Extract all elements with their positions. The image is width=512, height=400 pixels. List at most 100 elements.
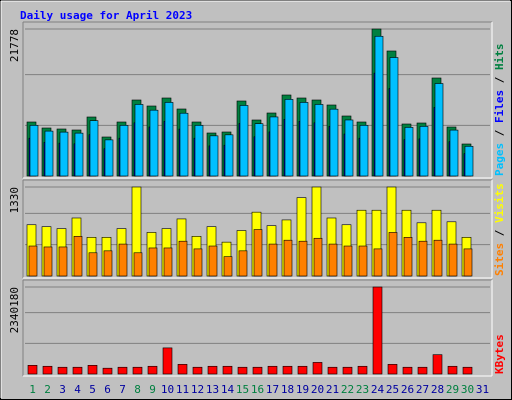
legend: Pages / Files / Hits — [493, 44, 506, 177]
x-tick-label: 28 — [431, 383, 444, 396]
bar — [134, 104, 144, 177]
bar — [388, 232, 398, 277]
x-tick-label: 31 — [476, 383, 489, 396]
bar — [193, 248, 203, 277]
x-tick-label: 3 — [59, 383, 66, 396]
x-tick-label: 4 — [74, 383, 81, 396]
bar — [374, 35, 384, 177]
bar — [132, 366, 143, 375]
bar — [223, 256, 233, 277]
x-tick-label: 16 — [251, 383, 264, 396]
bar — [89, 120, 99, 177]
x-tick-label: 26 — [401, 383, 414, 396]
bar — [372, 286, 383, 375]
x-tick-label: 25 — [386, 383, 399, 396]
bar — [207, 365, 218, 375]
bar — [312, 362, 323, 375]
bar — [239, 105, 249, 177]
bar — [402, 366, 413, 375]
bar — [327, 366, 338, 375]
bar — [344, 119, 354, 177]
x-tick-label: 2 — [44, 383, 51, 396]
bar — [118, 243, 128, 277]
bar — [44, 130, 54, 177]
legend-separator: / — [493, 70, 506, 90]
bar — [149, 109, 159, 177]
x-tick-label: 19 — [296, 383, 309, 396]
x-tick-label: 24 — [371, 383, 385, 396]
legend: KBytes — [493, 334, 506, 374]
bar — [104, 139, 114, 177]
bar — [404, 127, 414, 177]
bar — [74, 132, 84, 177]
bar — [43, 246, 53, 277]
legend-entry: Files — [493, 90, 506, 123]
bar — [463, 248, 473, 277]
x-tick-label: 12 — [191, 383, 204, 396]
bar — [59, 131, 69, 177]
bar — [28, 245, 38, 277]
chart-title: Daily usage for April 2023 — [20, 9, 192, 22]
y-tick-label: 2340180 — [8, 287, 21, 333]
bar — [297, 365, 308, 375]
bar — [387, 364, 398, 375]
bar — [147, 365, 158, 375]
bar — [359, 125, 369, 177]
bar — [209, 135, 219, 177]
bar — [119, 125, 129, 177]
y-tick-label: 1330 — [8, 187, 21, 214]
bar — [342, 366, 353, 375]
legend-separator: / — [493, 223, 506, 243]
bar — [237, 366, 248, 375]
bar — [329, 108, 339, 177]
bar — [103, 250, 113, 277]
x-tick-label: 20 — [311, 383, 324, 396]
bar — [432, 354, 443, 375]
bar — [164, 102, 174, 177]
x-tick-label: 7 — [119, 383, 126, 396]
bar — [254, 123, 264, 177]
bar — [357, 365, 368, 375]
x-tick-label: 18 — [281, 383, 294, 396]
bar — [73, 236, 83, 277]
bar — [194, 125, 204, 177]
x-tick-label: 23 — [356, 383, 369, 396]
bar — [58, 246, 68, 277]
bar — [224, 134, 234, 177]
bar — [343, 245, 353, 277]
bar — [29, 125, 39, 177]
bar — [447, 365, 458, 375]
x-tick-label: 27 — [416, 383, 429, 396]
bar — [389, 57, 399, 177]
bar — [133, 252, 143, 277]
bar — [102, 367, 113, 375]
bar — [148, 247, 158, 277]
x-tick-label: 5 — [89, 383, 96, 396]
bar — [208, 245, 218, 277]
bar — [269, 116, 279, 177]
legend-entry: Hits — [493, 44, 506, 71]
bar — [117, 366, 128, 375]
bar — [373, 248, 383, 277]
x-tick-label: 8 — [134, 383, 141, 396]
bar — [179, 112, 189, 177]
x-tick-label: 29 — [446, 383, 459, 396]
x-tick-label: 13 — [206, 383, 219, 396]
bar — [163, 247, 173, 277]
bar — [434, 83, 444, 177]
bar — [448, 243, 458, 277]
legend-entry: KBytes — [493, 334, 506, 374]
bar — [177, 364, 188, 375]
x-tick-label: 1 — [29, 383, 36, 396]
x-tick-label: 30 — [461, 383, 474, 396]
bar — [284, 99, 294, 177]
x-tick-label: 15 — [236, 383, 249, 396]
bar — [298, 240, 308, 277]
y-tick-label: 21778 — [8, 29, 21, 62]
legend: Sites / Visits — [493, 183, 506, 276]
x-tick-label: 14 — [221, 383, 235, 396]
bar — [433, 239, 443, 277]
bar — [267, 365, 278, 375]
legend-entry: Visits — [493, 183, 506, 223]
